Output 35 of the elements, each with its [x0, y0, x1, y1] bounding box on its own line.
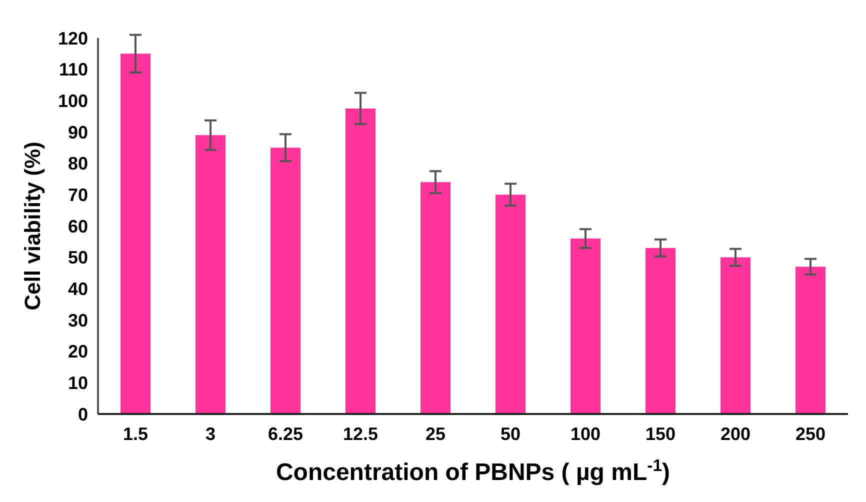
x-tick-label: 50: [500, 424, 521, 444]
x-tick-label: 3: [205, 424, 216, 444]
bar: [646, 248, 676, 414]
x-tick-label: 200: [720, 424, 751, 444]
bar: [120, 54, 150, 414]
x-tick-label: 100: [570, 424, 601, 444]
y-tick-label: 10: [68, 372, 88, 393]
y-tick-label: 100: [58, 90, 88, 111]
y-tick-label: 30: [68, 310, 88, 330]
y-tick-label: 110: [58, 60, 88, 80]
y-tick-label: 60: [68, 216, 88, 236]
bar: [720, 257, 750, 414]
y-tick-label: 50: [68, 248, 88, 268]
y-axis-title: Cell viability (%): [20, 142, 45, 310]
x-tick-label: 150: [645, 424, 676, 444]
y-tick-label: 70: [68, 184, 88, 205]
x-tick-label: 6.25: [268, 424, 304, 444]
y-tick-label: 80: [68, 154, 88, 174]
bar: [420, 182, 450, 414]
bar: [270, 148, 300, 414]
y-tick-label: 90: [68, 122, 88, 142]
bar: [346, 108, 376, 414]
x-tick-label: 250: [795, 424, 826, 444]
bar: [570, 238, 600, 414]
bar: [496, 194, 526, 414]
x-tick-label: 12.5: [342, 424, 378, 444]
x-axis-title: Concentration of PBNPs ( µg mL$^{-1}$): [276, 456, 670, 486]
x-tick-label: 25: [425, 424, 446, 444]
y-tick-label: 40: [68, 278, 88, 299]
y-tick-label: 20: [68, 342, 88, 362]
x-tick-label: 1.5: [122, 424, 148, 444]
y-tick-label: 0: [78, 404, 88, 424]
bar: [196, 135, 226, 414]
bar: [796, 266, 826, 414]
y-tick-label: 120: [58, 28, 88, 48]
